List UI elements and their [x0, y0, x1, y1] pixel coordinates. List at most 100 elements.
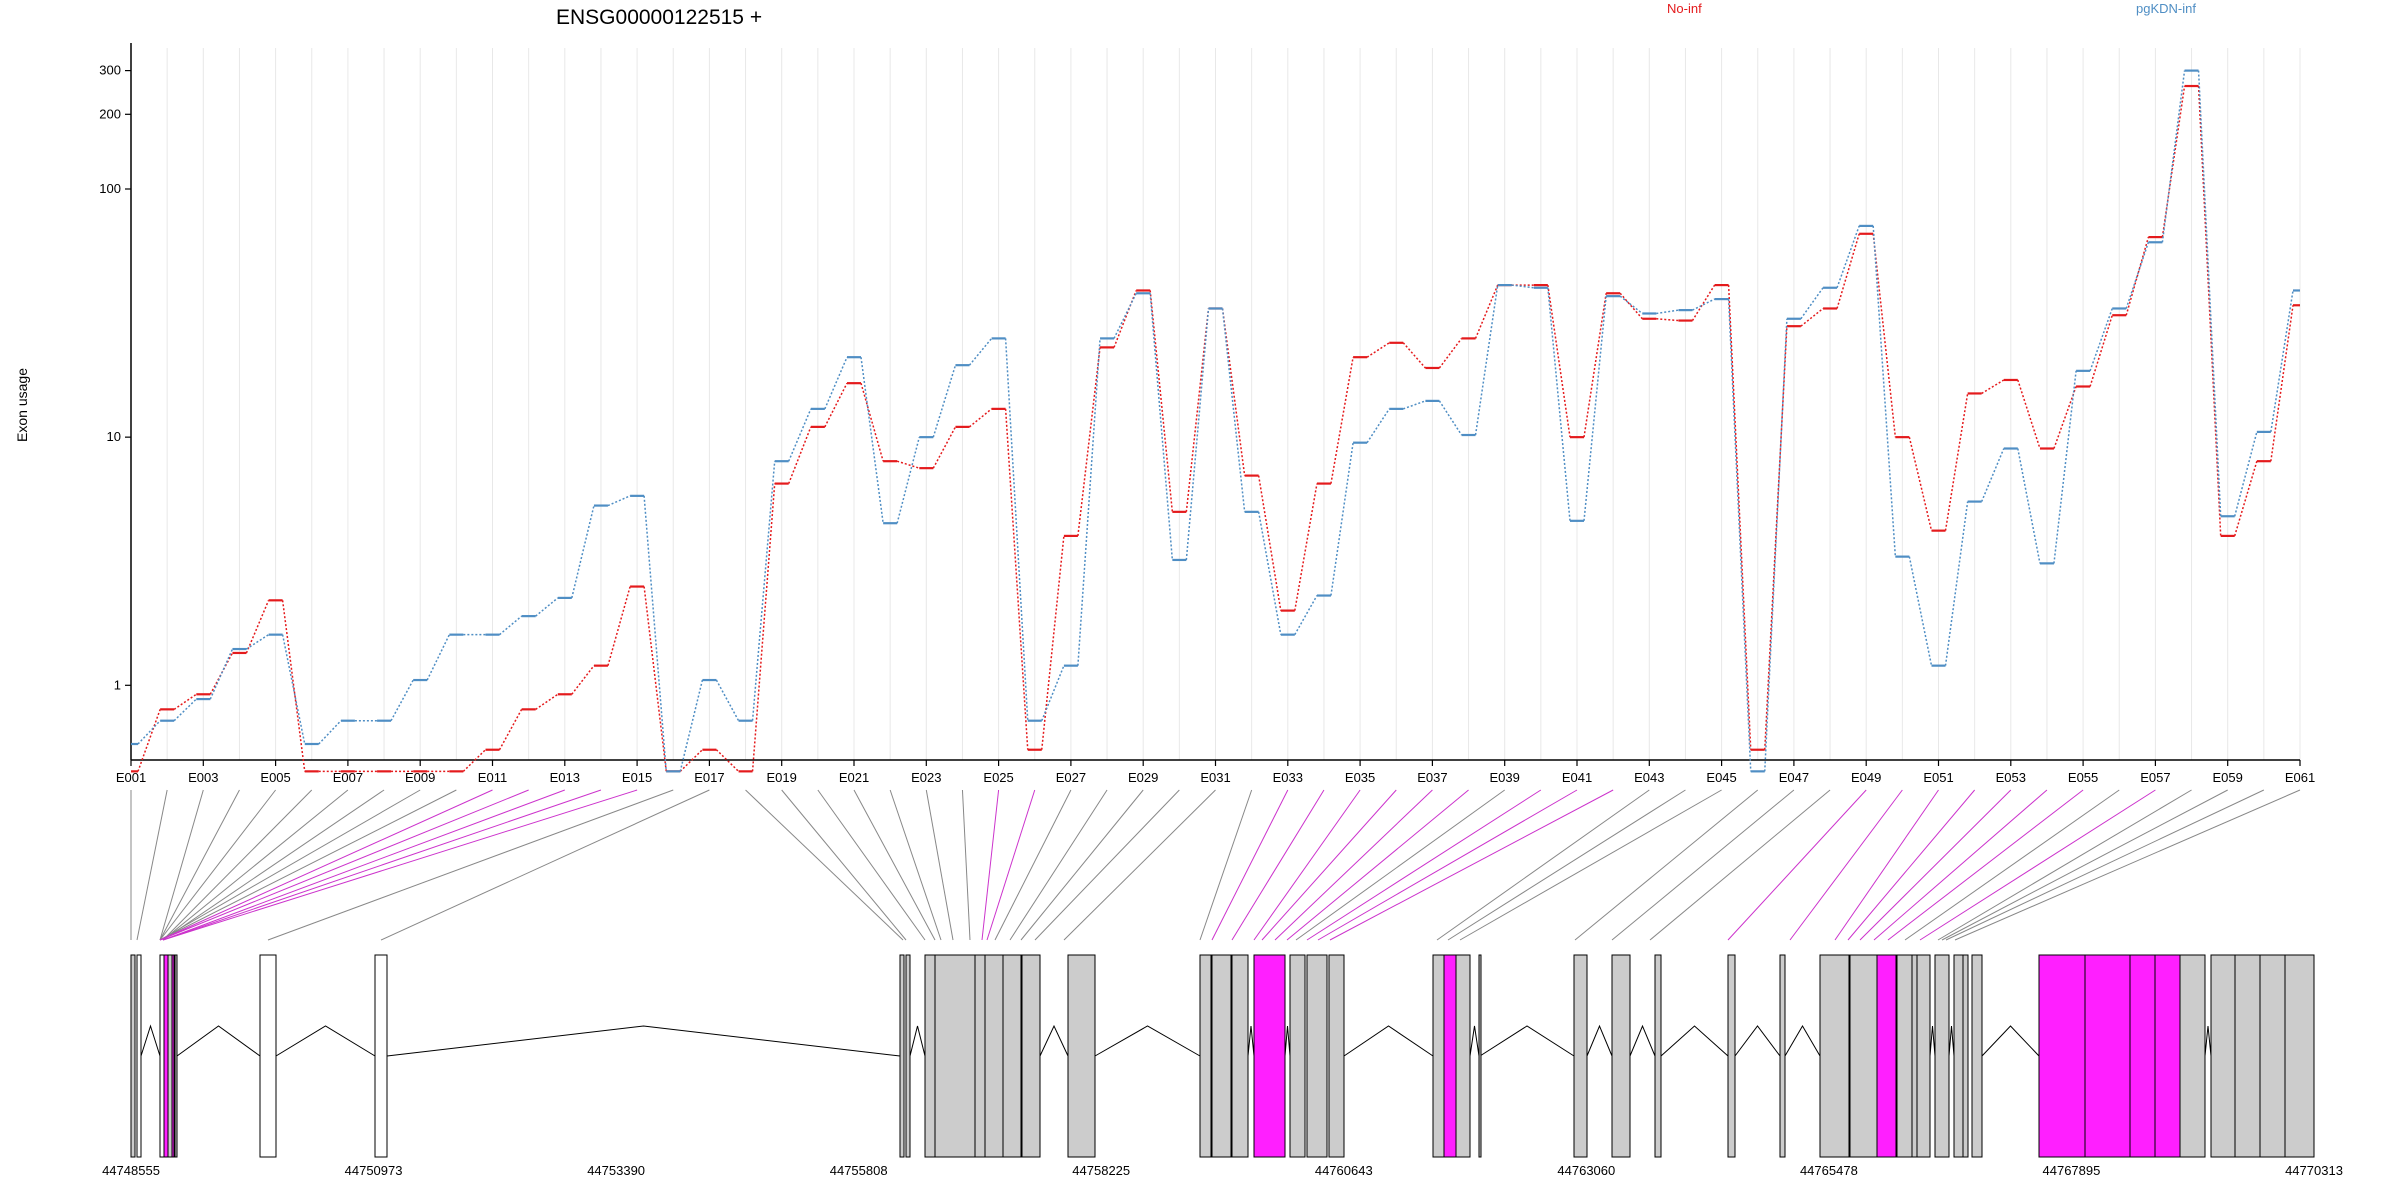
y-tick-label: 100: [99, 181, 121, 196]
x-tick-label: E031: [1200, 770, 1230, 785]
exon-connector: [745, 789, 904, 941]
intron-line: [1948, 1025, 1955, 1057]
step-connector: [824, 382, 848, 428]
exon-box: [1067, 954, 1096, 1158]
exon-connector: [781, 789, 907, 941]
exon-box: [163, 954, 169, 1158]
step-connector: [499, 615, 523, 636]
intron-line: [1284, 1025, 1291, 1057]
coordinate-label: 44758225: [1072, 1163, 1130, 1178]
intron-line: [176, 1025, 261, 1057]
exon-box: [259, 954, 277, 1158]
x-tick-label: E049: [1851, 770, 1881, 785]
exon-connector: [162, 789, 313, 941]
exon-connector: [817, 789, 926, 941]
step-connector: [2017, 379, 2041, 449]
step-connector: [643, 586, 667, 772]
legend-entry-pgkdn-inf: pgKDN-inf: [2136, 1, 2196, 16]
exon-box: [2234, 954, 2261, 1158]
exon-connector: [159, 789, 421, 941]
step-connector: [571, 665, 595, 695]
coordinate-label: 44765478: [1800, 1163, 1858, 1178]
x-tick-label: E021: [839, 770, 869, 785]
exon-box: [1328, 954, 1345, 1158]
step-connector: [535, 597, 559, 617]
step-connector: [607, 495, 631, 507]
x-tick-label: E017: [694, 770, 724, 785]
step-connector: [173, 698, 197, 722]
step-connector: [137, 709, 161, 772]
step-connector: [281, 634, 306, 745]
exon-box: [2259, 954, 2286, 1158]
exon-box: [1962, 954, 1969, 1158]
exon-connector: [1941, 789, 2228, 941]
step-connector: [1294, 483, 1318, 611]
step-connector: [2053, 370, 2077, 564]
exon-box: [1455, 954, 1471, 1158]
intron-line: [1479, 1025, 1575, 1057]
exon-box: [1002, 954, 1022, 1158]
step-connector: [1547, 284, 1571, 438]
step-connector: [1836, 225, 1860, 289]
exon-connector: [159, 789, 493, 941]
exon-box: [934, 954, 976, 1158]
step-connector: [1583, 296, 1607, 521]
exon-box: [2210, 954, 2236, 1158]
step-connector: [1474, 284, 1499, 436]
exon-box: [1819, 954, 1850, 1158]
step-connector: [246, 634, 270, 650]
exon-box: [1911, 954, 1918, 1158]
coordinate-label: 44748555: [102, 1163, 160, 1178]
exon-box: [1478, 954, 1482, 1158]
step-connector: [2125, 236, 2150, 316]
exon-connector: [1919, 789, 2156, 941]
step-connector: [1981, 379, 2005, 395]
intron-line: [1660, 1025, 1729, 1057]
step-connector: [1800, 307, 1824, 327]
intron-line: [1094, 1025, 1201, 1057]
y-tick-label: 1: [114, 677, 121, 692]
exon-connector: [1847, 789, 1976, 941]
step-connector: [1294, 595, 1318, 636]
exon-connector: [380, 789, 710, 941]
step-connector: [1041, 535, 1065, 750]
intron-line: [1981, 1025, 2040, 1057]
intron-line: [1929, 1025, 1936, 1057]
step-connector: [1257, 475, 1282, 611]
step-connector: [896, 460, 920, 469]
exon-box: [899, 954, 905, 1158]
intron-line: [140, 1024, 161, 1057]
intron-line: [1469, 1025, 1480, 1057]
exon-connector: [1295, 789, 1505, 941]
series-lines: [131, 69, 2300, 773]
coordinate-label: 44767895: [2043, 1163, 2101, 1178]
exon-connector: [1306, 789, 1542, 941]
exon-box: [1289, 954, 1306, 1158]
exon-box: [1727, 954, 1736, 1158]
x-tick-label: E039: [1490, 770, 1520, 785]
gene-model-track: [130, 954, 2315, 1158]
step-connector: [2161, 70, 2186, 243]
series-pgkdn-inf: [131, 69, 2300, 773]
intron-line: [1039, 1024, 1069, 1057]
step-connector: [1113, 290, 1137, 348]
step-connector: [1908, 556, 1933, 666]
intron-line: [1629, 1024, 1656, 1057]
step-connector: [1691, 284, 1716, 321]
step-connector: [1149, 290, 1174, 512]
intron-line: [1586, 1024, 1613, 1057]
step-connector: [1619, 292, 1643, 320]
x-tick-label: E011: [478, 770, 507, 785]
intron-line: [1247, 1025, 1255, 1057]
step-connector: [2089, 314, 2113, 387]
exon-box: [159, 954, 165, 1158]
step-connector: [2270, 290, 2294, 433]
exon-box: [924, 954, 936, 1158]
step-connector: [1727, 299, 1752, 772]
exon-connector: [981, 789, 1000, 941]
step-connector: [571, 505, 595, 599]
exon-connector: [1447, 789, 1686, 941]
x-tick-label: E005: [260, 770, 290, 785]
step-connector: [1149, 293, 1174, 561]
step-connector: [860, 357, 884, 524]
